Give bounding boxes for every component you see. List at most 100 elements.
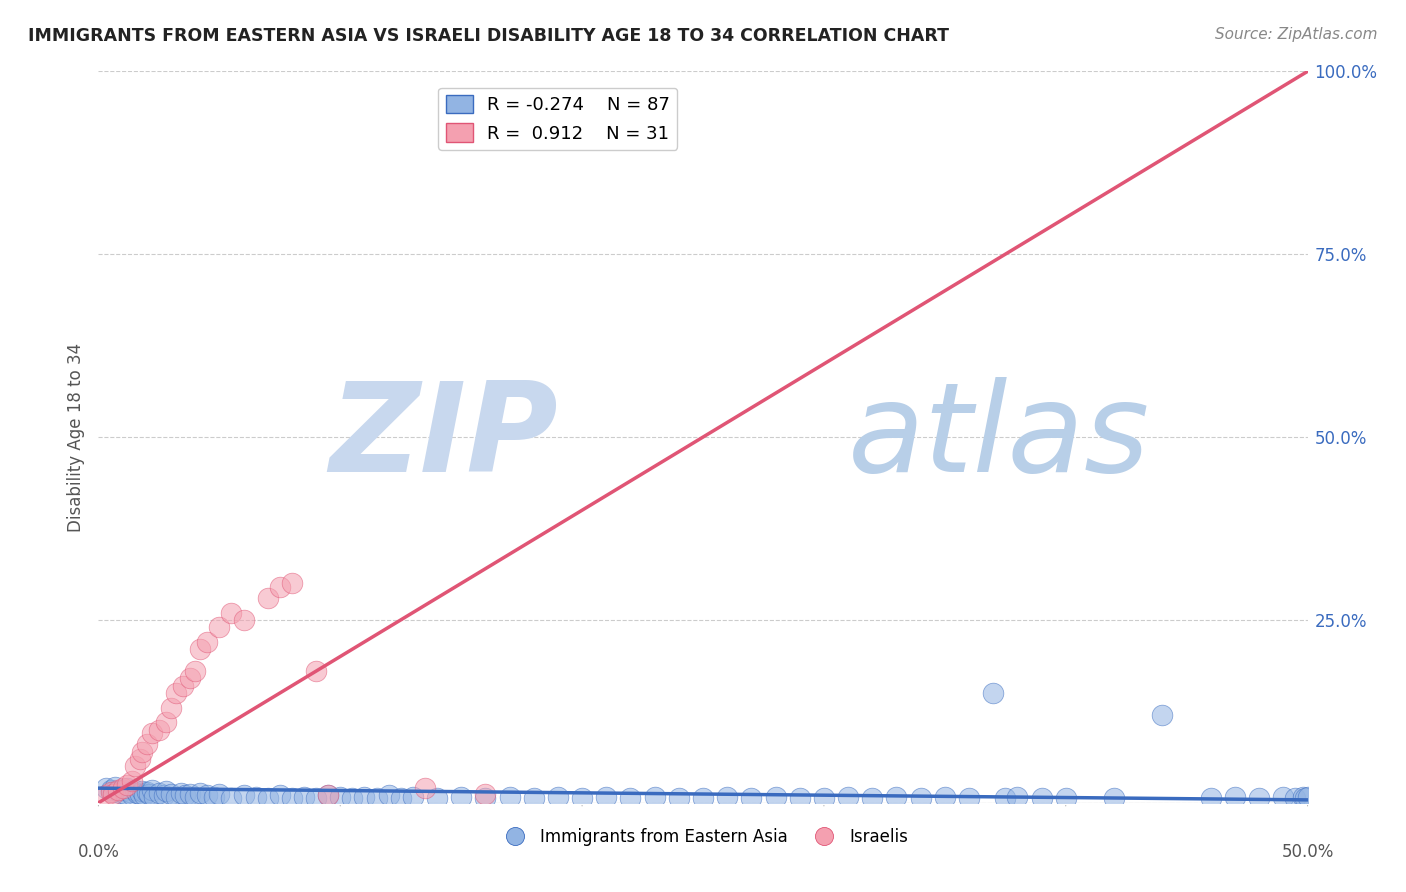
Point bbox=[143, 789, 166, 804]
Point bbox=[179, 787, 201, 801]
Point bbox=[232, 613, 254, 627]
Point bbox=[208, 620, 231, 634]
Point bbox=[135, 785, 157, 799]
Text: IMMIGRANTS FROM EASTERN ASIA VS ISRAELI DISABILITY AGE 18 TO 34 CORRELATION CHAR: IMMIGRANTS FROM EASTERN ASIA VS ISRAELI … bbox=[28, 27, 949, 45]
Point bbox=[117, 781, 139, 796]
Point bbox=[179, 672, 201, 686]
Point bbox=[571, 791, 593, 805]
Point bbox=[128, 787, 150, 801]
Point bbox=[981, 686, 1004, 700]
Point bbox=[450, 789, 472, 804]
Text: 0.0%: 0.0% bbox=[77, 843, 120, 861]
Point bbox=[292, 789, 315, 804]
Point bbox=[474, 791, 496, 805]
Point bbox=[860, 791, 883, 805]
Point bbox=[1007, 789, 1029, 804]
Point bbox=[131, 784, 153, 798]
Text: 50.0%: 50.0% bbox=[1281, 843, 1334, 861]
Point bbox=[107, 784, 129, 798]
Point bbox=[94, 789, 117, 803]
Point bbox=[124, 759, 146, 773]
Point bbox=[160, 700, 183, 714]
Point bbox=[1152, 708, 1174, 723]
Point bbox=[165, 789, 187, 804]
Point bbox=[208, 787, 231, 801]
Point bbox=[305, 664, 328, 678]
Point bbox=[114, 787, 136, 801]
Point bbox=[329, 789, 352, 804]
Point bbox=[111, 782, 134, 797]
Point bbox=[188, 642, 211, 657]
Point bbox=[134, 789, 156, 803]
Point bbox=[813, 791, 835, 805]
Point bbox=[188, 786, 211, 800]
Point bbox=[305, 791, 328, 805]
Point bbox=[121, 773, 143, 788]
Point bbox=[94, 781, 117, 796]
Point bbox=[316, 789, 339, 803]
Point bbox=[934, 789, 956, 804]
Point bbox=[108, 786, 131, 800]
Point bbox=[1102, 791, 1125, 805]
Point bbox=[692, 791, 714, 805]
Point bbox=[994, 791, 1017, 805]
Point bbox=[402, 789, 425, 804]
Point bbox=[1199, 791, 1222, 805]
Point bbox=[765, 789, 787, 804]
Point bbox=[160, 787, 183, 801]
Point bbox=[148, 786, 170, 800]
Point bbox=[121, 789, 143, 803]
Point bbox=[124, 782, 146, 797]
Point bbox=[886, 789, 908, 804]
Text: Source: ZipAtlas.com: Source: ZipAtlas.com bbox=[1215, 27, 1378, 42]
Point bbox=[1031, 791, 1053, 805]
Point bbox=[195, 789, 218, 803]
Point bbox=[141, 782, 163, 797]
Point bbox=[204, 789, 226, 804]
Point bbox=[474, 787, 496, 801]
Point bbox=[1292, 789, 1315, 804]
Point bbox=[389, 791, 412, 805]
Point bbox=[740, 791, 762, 805]
Point bbox=[101, 787, 124, 801]
Point bbox=[716, 789, 738, 804]
Point bbox=[353, 789, 375, 804]
Point bbox=[100, 782, 122, 797]
Point bbox=[281, 576, 304, 591]
Point bbox=[910, 791, 932, 805]
Point bbox=[1272, 789, 1295, 804]
Point bbox=[141, 726, 163, 740]
Point bbox=[377, 789, 399, 803]
Point bbox=[269, 789, 291, 803]
Point bbox=[232, 789, 254, 803]
Point bbox=[789, 791, 811, 805]
Point bbox=[100, 785, 122, 799]
Point bbox=[498, 789, 520, 804]
Point bbox=[221, 791, 243, 805]
Legend: Immigrants from Eastern Asia, Israelis: Immigrants from Eastern Asia, Israelis bbox=[491, 822, 915, 853]
Point bbox=[644, 789, 666, 804]
Point bbox=[174, 789, 197, 803]
Point bbox=[316, 789, 339, 803]
Point bbox=[117, 778, 139, 792]
Point bbox=[523, 791, 546, 805]
Point bbox=[184, 789, 207, 804]
Point bbox=[107, 782, 129, 797]
Text: ZIP: ZIP bbox=[329, 376, 558, 498]
Point bbox=[111, 781, 134, 796]
Point bbox=[128, 752, 150, 766]
Point bbox=[1054, 791, 1077, 805]
Point bbox=[245, 789, 267, 804]
Point bbox=[547, 789, 569, 804]
Y-axis label: Disability Age 18 to 34: Disability Age 18 to 34 bbox=[66, 343, 84, 532]
Point bbox=[118, 785, 141, 799]
Point bbox=[269, 580, 291, 594]
Point bbox=[366, 791, 388, 805]
Point bbox=[135, 737, 157, 751]
Point bbox=[172, 679, 194, 693]
Point bbox=[165, 686, 187, 700]
Point bbox=[1223, 789, 1246, 804]
Point bbox=[127, 786, 149, 800]
Point bbox=[169, 786, 191, 800]
Point bbox=[1296, 789, 1319, 804]
